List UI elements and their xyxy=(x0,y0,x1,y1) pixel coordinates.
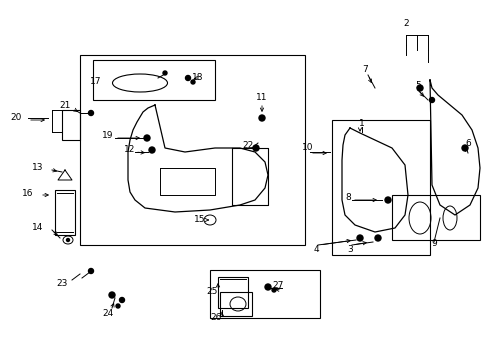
Bar xyxy=(62,110,80,140)
Circle shape xyxy=(163,71,167,75)
Text: 24: 24 xyxy=(102,309,113,318)
Circle shape xyxy=(149,147,155,153)
Circle shape xyxy=(356,235,362,241)
Text: 6: 6 xyxy=(464,139,470,148)
Circle shape xyxy=(374,235,380,241)
Bar xyxy=(218,277,247,308)
Circle shape xyxy=(109,292,115,298)
Circle shape xyxy=(66,238,69,242)
Text: 8: 8 xyxy=(345,193,350,202)
Circle shape xyxy=(119,297,124,302)
Circle shape xyxy=(143,135,150,141)
Bar xyxy=(55,190,75,235)
Bar xyxy=(220,292,251,316)
Text: 14: 14 xyxy=(32,224,43,233)
Text: 5: 5 xyxy=(414,81,420,90)
Bar xyxy=(80,55,305,245)
Circle shape xyxy=(252,145,259,151)
Circle shape xyxy=(88,111,93,116)
Text: 10: 10 xyxy=(302,144,313,153)
Text: 1: 1 xyxy=(358,118,364,127)
Text: 15: 15 xyxy=(194,216,205,225)
Text: 13: 13 xyxy=(32,162,43,171)
Text: 3: 3 xyxy=(346,246,352,255)
Circle shape xyxy=(88,269,93,274)
Text: 7: 7 xyxy=(362,66,367,75)
Circle shape xyxy=(384,197,390,203)
Circle shape xyxy=(259,115,264,121)
Bar xyxy=(391,195,479,240)
Text: 2: 2 xyxy=(403,19,408,28)
Circle shape xyxy=(428,98,434,103)
Text: 22: 22 xyxy=(242,140,253,149)
Text: 12: 12 xyxy=(124,144,135,153)
Circle shape xyxy=(116,304,120,308)
Circle shape xyxy=(271,288,275,292)
Bar xyxy=(209,270,319,318)
Text: 27: 27 xyxy=(272,280,283,289)
Text: 9: 9 xyxy=(430,239,436,248)
Bar xyxy=(93,60,215,100)
Text: 4: 4 xyxy=(312,246,318,255)
Text: 23: 23 xyxy=(56,279,67,288)
Bar xyxy=(331,120,429,255)
Text: 25: 25 xyxy=(206,288,217,297)
Text: 19: 19 xyxy=(102,130,114,139)
Text: 26: 26 xyxy=(210,314,221,323)
Text: 21: 21 xyxy=(59,100,71,109)
Text: 11: 11 xyxy=(256,94,267,103)
Circle shape xyxy=(416,85,422,91)
Circle shape xyxy=(461,145,467,151)
Text: 17: 17 xyxy=(90,77,102,86)
Circle shape xyxy=(191,80,195,84)
Text: 18: 18 xyxy=(192,72,203,81)
Text: 16: 16 xyxy=(22,189,34,198)
Circle shape xyxy=(185,76,190,81)
Text: 20: 20 xyxy=(10,113,21,122)
Circle shape xyxy=(264,284,270,290)
